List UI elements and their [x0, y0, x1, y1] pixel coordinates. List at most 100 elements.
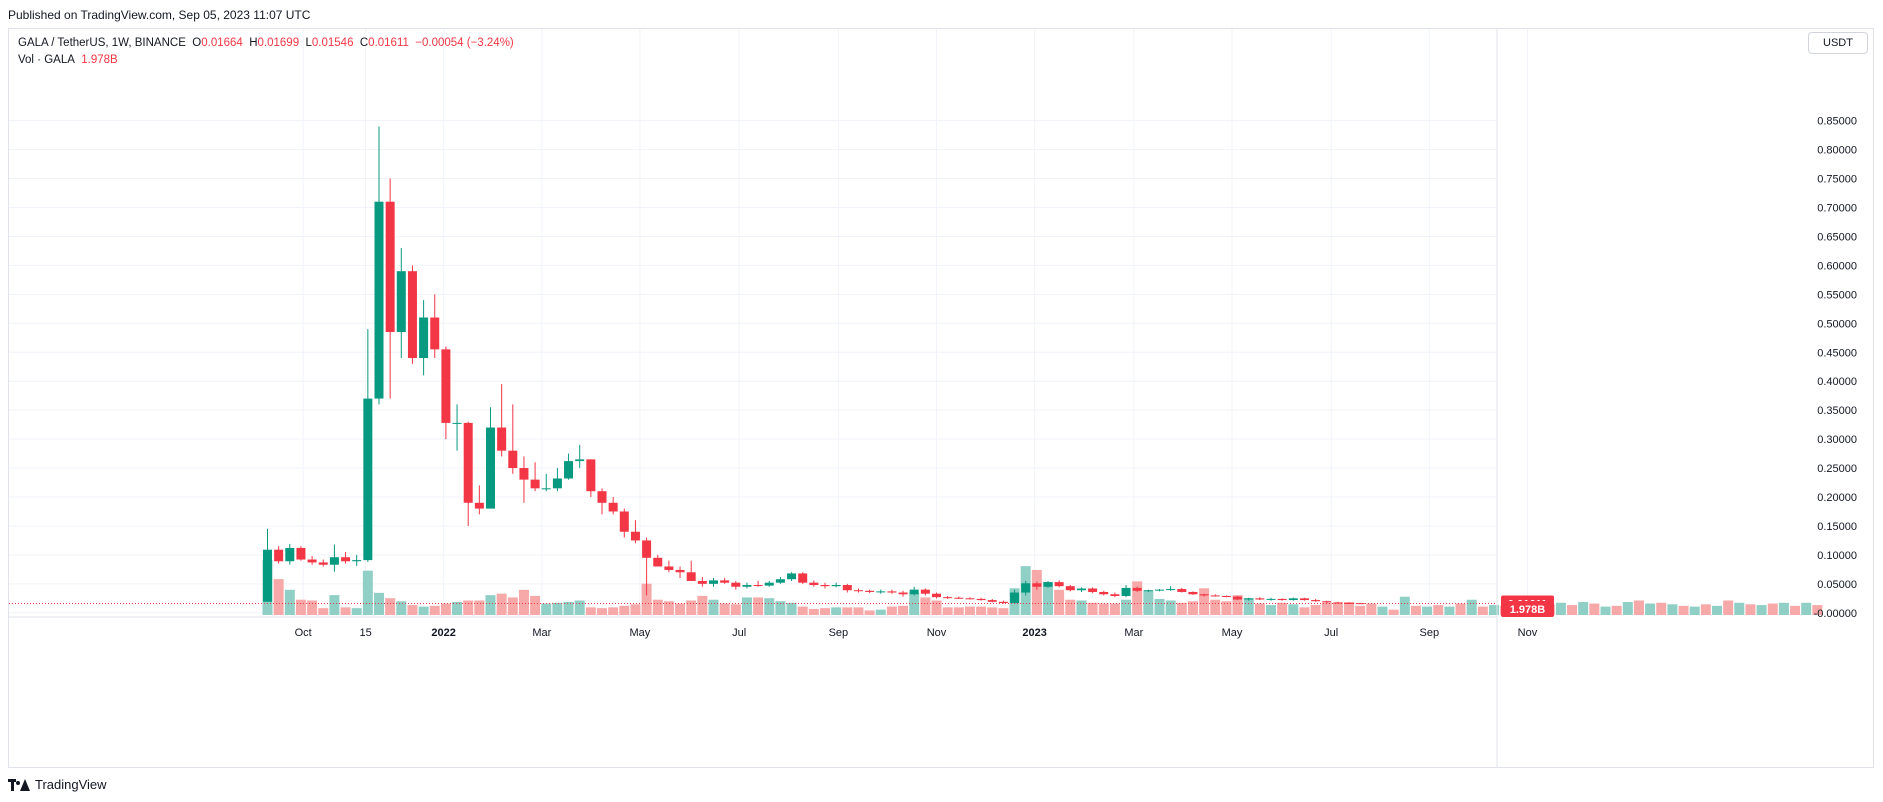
candle-body	[1054, 582, 1064, 587]
volume-bar	[764, 598, 775, 615]
candle	[1288, 597, 1298, 601]
candle-body	[1088, 588, 1098, 592]
time-tick-label: Jul	[1324, 627, 1338, 639]
volume-bar	[1656, 602, 1667, 615]
candle-body	[474, 502, 484, 509]
price-tick-label: 0.25000	[1817, 463, 1857, 475]
candle-body	[1155, 589, 1164, 591]
candle-body	[909, 589, 919, 595]
candle	[887, 589, 897, 594]
candle	[407, 265, 417, 364]
candle	[430, 294, 440, 359]
volume-bar	[1277, 602, 1288, 615]
volume-bar	[1143, 590, 1154, 615]
candle	[1088, 587, 1098, 594]
volume-bar	[1176, 602, 1187, 615]
candle-body	[285, 547, 295, 562]
candle	[274, 546, 284, 564]
candle	[1065, 585, 1075, 592]
candle	[764, 580, 774, 587]
candle	[1143, 589, 1153, 592]
candle	[352, 554, 362, 566]
candle	[1344, 602, 1354, 604]
volume-bar	[1678, 605, 1689, 615]
volume-bar	[1455, 603, 1466, 615]
candle	[452, 404, 462, 451]
volume-bar	[820, 608, 830, 615]
candle	[1188, 591, 1198, 595]
candle	[987, 598, 997, 603]
candle	[508, 404, 518, 474]
time-tick-label: Mar	[1124, 627, 1143, 639]
candle	[1166, 586, 1176, 591]
volume-bar	[853, 607, 864, 615]
volume-label[interactable]: Vol · GALA	[18, 54, 75, 66]
volume-bar	[608, 607, 619, 615]
candle	[363, 329, 373, 562]
candle	[820, 582, 830, 589]
candle	[1277, 598, 1287, 601]
candle	[441, 346, 451, 440]
volume-bar	[1700, 604, 1711, 615]
candle-body	[307, 559, 317, 563]
ohlc-legend: GALA / TetherUS, 1W, BINANCE O0.01664 H0…	[18, 35, 514, 52]
candle	[809, 580, 819, 587]
time-tick-label: 15	[359, 627, 371, 639]
price-tick-label: 0.55000	[1817, 289, 1857, 301]
volume-bar	[530, 595, 541, 615]
volume-bar	[753, 597, 764, 615]
volume-bar	[1344, 602, 1355, 615]
volume-bar	[786, 602, 797, 615]
volume-bar	[1199, 588, 1210, 615]
volume-bar	[1121, 599, 1132, 615]
high-label: H	[249, 37, 258, 49]
candle	[1266, 597, 1276, 601]
volume-bar	[1477, 606, 1488, 615]
volume-bar	[741, 597, 752, 615]
candle	[341, 552, 351, 564]
volume-bar	[385, 598, 396, 615]
volume-bar	[1578, 602, 1589, 615]
volume-bar	[307, 600, 318, 615]
candle	[307, 556, 317, 565]
candle-body	[775, 579, 785, 583]
candle	[329, 544, 339, 572]
volume-bar	[864, 610, 875, 615]
candle	[486, 407, 495, 509]
volume-bar	[898, 605, 909, 615]
candle	[1244, 597, 1254, 601]
candle	[731, 580, 741, 590]
volume-bar	[318, 608, 329, 615]
volume-bar	[1801, 602, 1812, 615]
volume-bar	[1778, 602, 1789, 615]
price-tick-label: 0.15000	[1817, 521, 1857, 533]
candle-body	[965, 598, 975, 600]
currency-button[interactable]: USDT	[1808, 32, 1868, 54]
volume-bar	[541, 603, 552, 615]
candle-body	[1299, 598, 1309, 601]
tradingview-footer[interactable]: TradingView	[8, 777, 107, 792]
symbol-label[interactable]: GALA / TetherUS, 1W, BINANCE	[18, 37, 186, 49]
volume-bar	[295, 599, 306, 615]
volume-bar	[1043, 582, 1053, 615]
time-tick-label: 2023	[1022, 627, 1046, 639]
volume-bar	[1165, 600, 1176, 615]
volume-bar	[1366, 603, 1377, 615]
candle-body	[709, 580, 718, 584]
volume-legend: Vol · GALA 1.978B	[18, 52, 514, 69]
candle-body	[1244, 598, 1254, 600]
volume-bar	[909, 592, 920, 615]
volume-bar	[953, 607, 964, 615]
candle	[1043, 580, 1053, 588]
candle	[653, 554, 663, 567]
candle	[697, 576, 707, 587]
volume-bar	[1299, 607, 1310, 615]
candle-body	[274, 549, 284, 562]
candle	[1010, 589, 1020, 604]
candle-body	[1311, 600, 1321, 602]
candle-body	[564, 461, 574, 479]
volume-bar	[1187, 601, 1198, 615]
candle	[1177, 587, 1187, 593]
last-volume-badge: 1.978B	[1501, 601, 1554, 617]
